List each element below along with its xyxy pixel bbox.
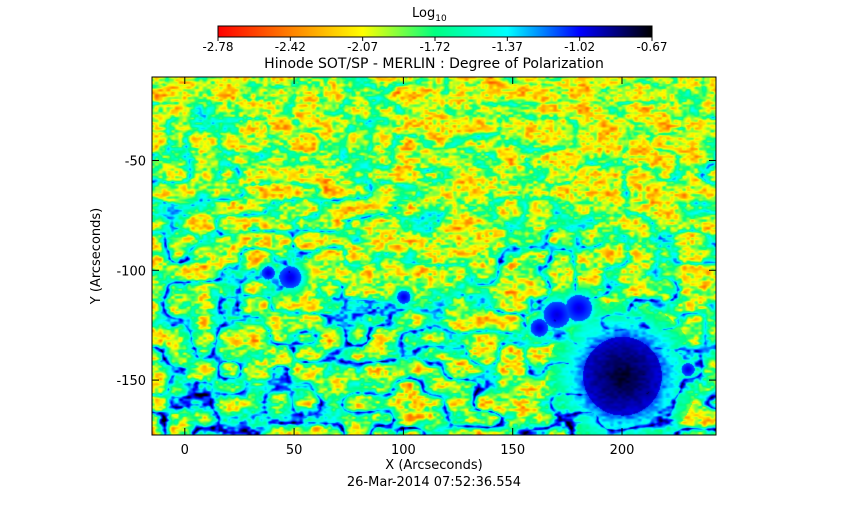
colorbar-tick-label: -0.67: [636, 40, 667, 54]
x-axis: 0 50 100 150 200: [181, 77, 635, 458]
colorbar-title: Log10: [412, 6, 447, 24]
y-axis-label: Y (Arcseconds): [89, 208, 104, 305]
plot-frame: [151, 76, 717, 436]
colorbar-tick-label: -2.42: [275, 40, 306, 54]
colorbar-tick-label: -1.72: [419, 40, 450, 54]
y-tick-label: -150: [116, 374, 146, 389]
polarization-heatmap: [152, 77, 716, 435]
x-tick-label: 0: [181, 443, 189, 458]
timestamp: 26-Mar-2014 07:52:36.554: [347, 475, 521, 490]
x-axis-label: X (Arcseconds): [385, 458, 482, 473]
colorbar: Log10 -2.78 -2.42 -2.07 -1.72 -1.37 -1.02 -0.6…: [202, 6, 667, 54]
x-tick-label: 150: [500, 443, 525, 458]
colorbar-tick-label: -1.37: [492, 40, 523, 54]
colorbar-gradient: [217, 25, 653, 38]
colorbar-tick-label: -2.07: [347, 40, 378, 54]
x-tick-label: 50: [286, 443, 303, 458]
colorbar-tick-label: -1.02: [564, 40, 595, 54]
y-tick-label: -100: [116, 264, 146, 279]
y-tick-label: -50: [125, 154, 146, 169]
chart-title: Hinode SOT/SP - MERLIN : Degree of Polar…: [264, 56, 604, 72]
colorbar-tick-label: -2.78: [202, 40, 233, 54]
plot-area: 0 50 100 150 200 -50 -100 -150: [116, 76, 717, 458]
x-tick-label: 100: [391, 443, 416, 458]
y-axis: -50 -100 -150: [116, 154, 716, 389]
colorbar-ticks: -2.78 -2.42 -2.07 -1.72 -1.37 -1.02 -0.67: [202, 37, 668, 54]
x-tick-label: 200: [610, 443, 635, 458]
